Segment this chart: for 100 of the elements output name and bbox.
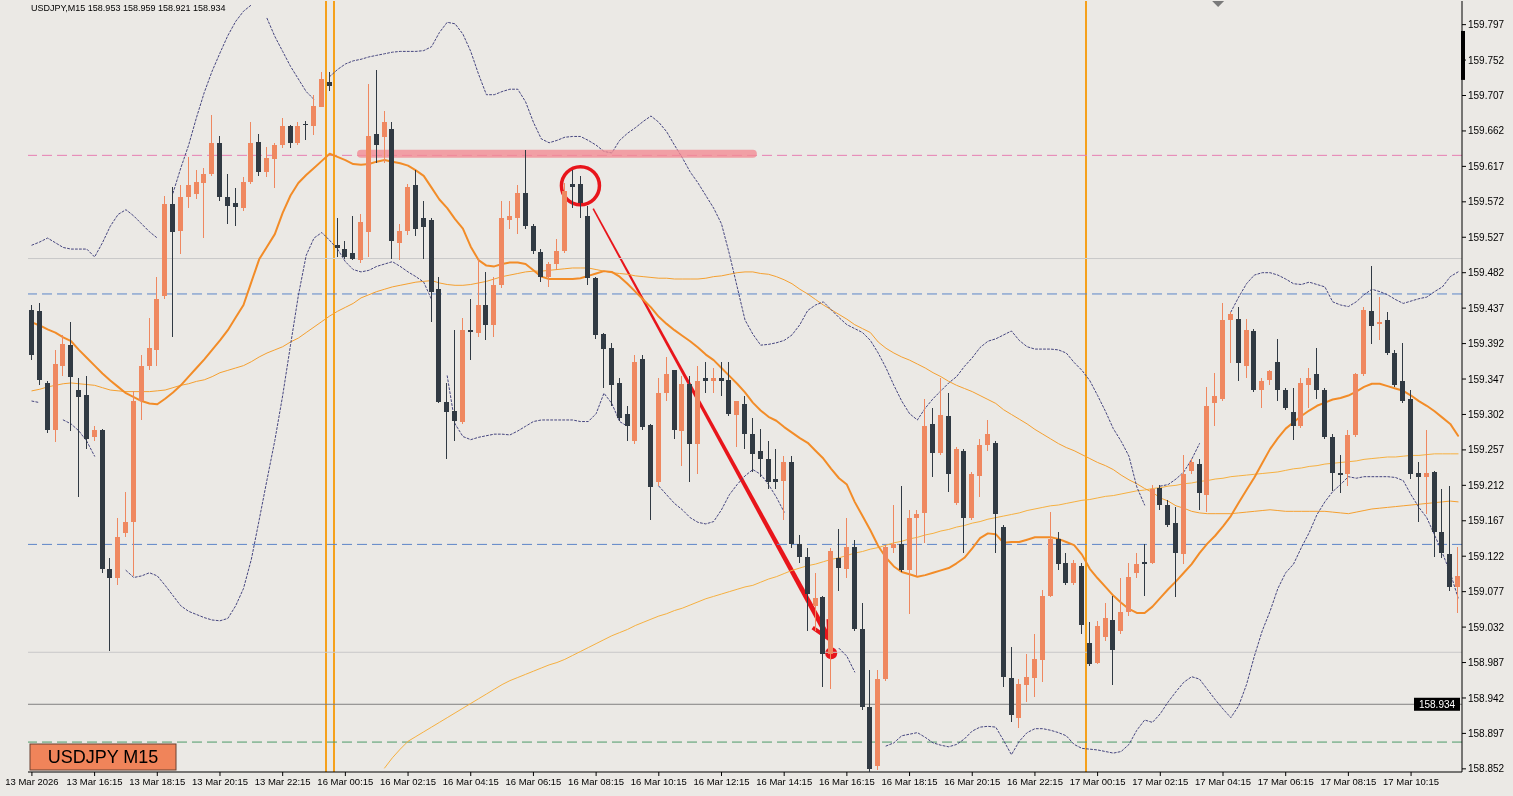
candlestick bbox=[76, 377, 81, 498]
candlestick bbox=[758, 428, 763, 478]
candlestick bbox=[1283, 387, 1288, 411]
candlestick bbox=[1157, 484, 1162, 511]
candlestick bbox=[295, 121, 300, 146]
candlestick bbox=[233, 187, 238, 227]
candlestick bbox=[123, 491, 128, 538]
y-tick-label: 159.662 bbox=[1468, 125, 1505, 137]
candlestick bbox=[382, 110, 387, 164]
candlestick bbox=[1118, 577, 1123, 635]
candlestick bbox=[1400, 342, 1405, 404]
candlestick bbox=[147, 317, 152, 371]
candlestick bbox=[194, 169, 199, 200]
candlestick bbox=[1306, 367, 1311, 409]
line-series bbox=[384, 453, 1459, 769]
x-tick-label: 16 Mar 18:15 bbox=[881, 775, 938, 787]
x-tick-label: 16 Mar 16:15 bbox=[818, 775, 875, 787]
x-tick-label: 16 Mar 22:15 bbox=[1006, 775, 1063, 787]
candlestick bbox=[891, 504, 896, 554]
candlestick bbox=[1103, 602, 1108, 642]
y-tick-label: 159.077 bbox=[1468, 586, 1505, 598]
candlestick bbox=[1024, 653, 1029, 703]
candlestick bbox=[201, 167, 206, 239]
y-tick-label: 159.257 bbox=[1468, 444, 1505, 456]
x-tick-label: 16 Mar 20:15 bbox=[944, 775, 1001, 787]
x-tick-label: 17 Mar 00:15 bbox=[1069, 775, 1126, 787]
x-tick-label: 17 Mar 06:15 bbox=[1257, 775, 1314, 787]
candlestick bbox=[1314, 347, 1319, 400]
y-tick-label: 159.437 bbox=[1468, 302, 1505, 314]
y-tick-label: 159.392 bbox=[1468, 338, 1505, 350]
candlestick bbox=[750, 417, 755, 473]
candlestick bbox=[797, 534, 802, 564]
candlestick bbox=[781, 455, 786, 521]
candlestick bbox=[225, 173, 230, 225]
candlestick bbox=[483, 271, 488, 341]
y-tick-label: 159.797 bbox=[1468, 19, 1505, 31]
candlestick bbox=[1212, 372, 1217, 427]
candlestick bbox=[985, 419, 990, 452]
y-tick-label: 159.032 bbox=[1468, 621, 1505, 633]
candlestick bbox=[1032, 633, 1037, 698]
candlestick bbox=[766, 440, 771, 490]
candlestick bbox=[1228, 311, 1233, 364]
y-tick-label: 159.212 bbox=[1468, 479, 1505, 491]
candlestick bbox=[1369, 265, 1374, 345]
y-tick-label: 159.707 bbox=[1468, 90, 1505, 102]
x-tick-label: 13 Mar 22:15 bbox=[254, 775, 311, 787]
candlestick bbox=[311, 94, 316, 136]
candlestick bbox=[554, 238, 559, 271]
candlestick bbox=[272, 142, 277, 189]
candlestick bbox=[1087, 621, 1092, 667]
candlestick bbox=[444, 382, 449, 460]
x-tick-label: 16 Mar 10:15 bbox=[630, 775, 687, 787]
candlestick bbox=[711, 367, 716, 394]
y-tick-label: 159.302 bbox=[1468, 409, 1505, 421]
y-tick-label: 158.942 bbox=[1468, 692, 1505, 704]
candlestick bbox=[703, 361, 708, 394]
candlestick bbox=[1063, 552, 1068, 586]
y-tick-label: 158.987 bbox=[1468, 657, 1505, 669]
y-tick-label: 159.752 bbox=[1468, 54, 1505, 66]
x-tick-label: 17 Mar 02:15 bbox=[1132, 775, 1189, 787]
x-tick-label: 17 Mar 10:15 bbox=[1383, 775, 1440, 787]
x-tick-label: 17 Mar 08:15 bbox=[1320, 775, 1377, 787]
candlestick bbox=[1416, 462, 1421, 523]
candlestick bbox=[60, 334, 65, 377]
x-tick-label: 16 Mar 14:15 bbox=[756, 775, 813, 787]
candlestick bbox=[601, 332, 606, 389]
candlestick bbox=[1291, 387, 1296, 441]
candlestick bbox=[1134, 552, 1139, 579]
candlestick bbox=[335, 217, 340, 258]
candlestick bbox=[421, 200, 426, 260]
y-tick-label: 159.347 bbox=[1468, 373, 1505, 385]
candlestick bbox=[350, 215, 355, 261]
x-tick-label: 13 Mar 18:15 bbox=[129, 775, 186, 787]
candlestick bbox=[1439, 488, 1444, 559]
candlestick bbox=[578, 175, 583, 219]
candlestick bbox=[1455, 546, 1460, 614]
candlestick bbox=[374, 69, 379, 164]
y-tick-label: 159.122 bbox=[1468, 550, 1505, 562]
y-tick-label: 158.897 bbox=[1468, 727, 1505, 739]
candlestick bbox=[625, 405, 630, 442]
candlestick bbox=[914, 509, 919, 577]
candlestick bbox=[570, 169, 575, 209]
x-tick-label: 16 Mar 02:15 bbox=[380, 775, 437, 787]
candlestick bbox=[264, 146, 269, 178]
candlestick bbox=[280, 117, 285, 149]
candlestick bbox=[1259, 377, 1264, 409]
chart-title: USDJPY,M15 158.953 158.959 158.921 158.934 bbox=[31, 3, 226, 13]
y-tick-label: 159.167 bbox=[1468, 515, 1505, 527]
y-tick-label: 159.617 bbox=[1468, 160, 1505, 172]
candlestick bbox=[1424, 429, 1429, 515]
candlestick bbox=[186, 156, 191, 209]
x-tick-label: 13 Mar 16:15 bbox=[66, 775, 123, 787]
candlestick bbox=[327, 71, 332, 92]
candlestick bbox=[664, 356, 669, 402]
y-tick-label: 159.527 bbox=[1468, 231, 1505, 243]
candlestick bbox=[546, 261, 551, 288]
y-tick-label: 158.852 bbox=[1468, 763, 1505, 775]
candlestick bbox=[1165, 499, 1170, 528]
candlestick bbox=[773, 448, 778, 490]
x-tick-label: 16 Mar 04:15 bbox=[442, 775, 499, 787]
